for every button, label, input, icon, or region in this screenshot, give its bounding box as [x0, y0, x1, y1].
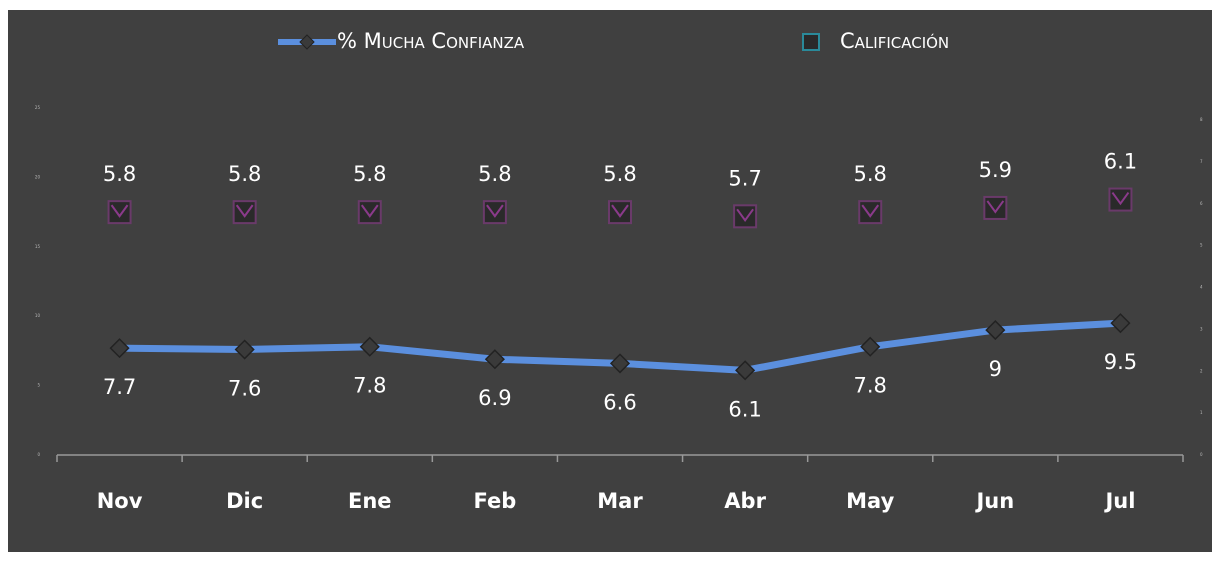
diamond-marker	[735, 360, 756, 381]
data-label: 5.8	[603, 162, 636, 186]
marker-detail	[360, 204, 379, 218]
y-tick-label: 0	[37, 452, 40, 457]
data-label: 7.6	[228, 377, 261, 401]
diamond-marker	[1110, 313, 1131, 334]
y2-tick-label: 2	[1200, 368, 1203, 373]
diamond-marker	[109, 338, 130, 359]
data-label: 5.8	[854, 162, 887, 186]
data-label: 6.6	[603, 390, 636, 414]
x-tick-label: Abr	[724, 489, 766, 513]
y-tick-label: 10	[35, 313, 41, 318]
x-tick-label: Jun	[974, 489, 1014, 513]
y2-tick-label: 5	[1200, 243, 1203, 248]
x-tick-label: Feb	[473, 489, 516, 513]
x-tick-label: Dic	[226, 489, 263, 513]
y2-tick-label: 4	[1200, 285, 1203, 290]
diamond-marker	[985, 320, 1006, 341]
data-label: 9.5	[1104, 350, 1137, 374]
x-tick-label: Jul	[1103, 489, 1135, 513]
y-tick-label: 25	[35, 105, 41, 110]
marker-detail	[861, 204, 880, 218]
y2-tick-label: 0	[1200, 452, 1203, 457]
data-label: 5.8	[103, 162, 136, 186]
y2-tick-label: 6	[1200, 201, 1203, 206]
diamond-marker	[860, 336, 881, 357]
data-label: 5.8	[228, 162, 261, 186]
legend-label: % Mucha Confianza	[337, 29, 525, 53]
square-marker	[608, 200, 632, 225]
square-marker	[232, 200, 257, 225]
data-label: 5.8	[478, 162, 511, 186]
x-tick-label: Ene	[348, 489, 392, 513]
legend-label: Calificación	[840, 29, 949, 53]
data-label: 5.7	[728, 166, 761, 190]
marker-detail	[986, 200, 1005, 214]
data-label: 9	[989, 357, 1002, 381]
y-tick-label: 15	[35, 244, 41, 249]
legend-diamond	[299, 34, 315, 50]
square-marker	[482, 200, 507, 225]
chart-background	[8, 10, 1212, 552]
data-label: 6.9	[478, 386, 511, 410]
y2-tick-label: 8	[1200, 117, 1203, 122]
legend-square	[802, 33, 820, 51]
y-tick-label: 20	[35, 174, 41, 179]
x-tick-label: May	[846, 489, 894, 513]
data-label: 5.8	[353, 162, 386, 186]
data-label: 7.8	[854, 374, 887, 398]
x-tick-label: Nov	[97, 489, 143, 513]
marker-detail	[1111, 191, 1130, 206]
data-label: 6.1	[728, 397, 761, 421]
square-marker	[357, 200, 382, 225]
diamond-marker	[484, 349, 505, 370]
data-label: 6.1	[1104, 150, 1137, 174]
y-tick-label: 5	[37, 383, 40, 388]
y2-tick-label: 1	[1200, 410, 1203, 415]
marker-detail	[110, 204, 129, 218]
marker-detail	[235, 204, 254, 218]
square-marker	[983, 195, 1008, 220]
x-tick-label: Mar	[597, 489, 643, 513]
data-label: 5.9	[979, 158, 1012, 182]
square-marker	[107, 200, 132, 225]
square-marker	[858, 200, 883, 225]
marker-detail	[486, 204, 504, 218]
square-marker	[1108, 187, 1133, 212]
data-label: 7.8	[353, 374, 386, 398]
data-label: 7.7	[103, 375, 136, 399]
y2-tick-label: 3	[1200, 326, 1203, 331]
diamond-marker	[609, 353, 631, 374]
diamond-marker	[234, 339, 255, 360]
square-marker	[733, 204, 758, 229]
marker-detail	[736, 208, 754, 223]
marker-detail	[611, 204, 629, 218]
diamond-marker	[359, 336, 380, 357]
y2-tick-label: 7	[1200, 159, 1203, 164]
